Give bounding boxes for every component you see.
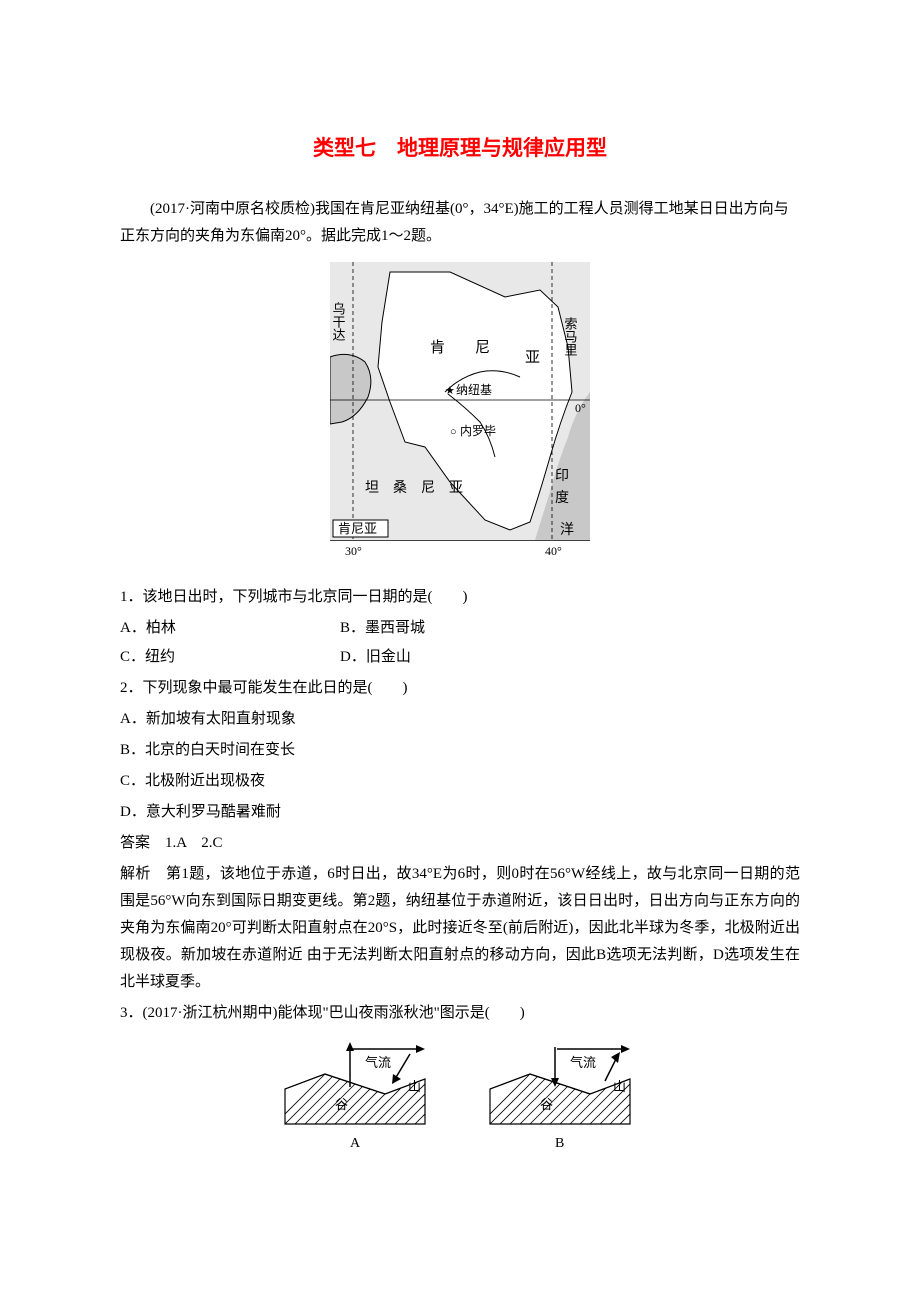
q1-row1: A．柏林 B．墨西哥城: [120, 615, 800, 642]
q1-optD: D．旧金山: [340, 644, 800, 671]
map-legend-kenya: 肯尼亚: [338, 521, 377, 536]
q2-optC: C．北极附近出现极夜: [120, 768, 800, 795]
diagram-figure: 气流 山 谷 A: [120, 1039, 800, 1164]
svg-text:亚: 亚: [525, 350, 540, 366]
q1-optC: C．纽约: [120, 644, 340, 671]
diagram-a: 气流 山 谷 A: [280, 1039, 435, 1164]
svg-text:肯: 肯: [430, 339, 445, 356]
svg-text:山: 山: [613, 1079, 626, 1094]
svg-text:谷: 谷: [540, 1097, 553, 1112]
svg-text:洋: 洋: [560, 522, 574, 538]
q1-optA: A．柏林: [120, 615, 340, 642]
answer-12: 答案 1.A 2.C: [120, 830, 800, 857]
intro-text: (2017·河南中原名校质检)我国在肯尼亚纳纽基(0°，34°E)施工的工程人员…: [120, 196, 800, 250]
map-uganda-label: 乌干达: [331, 301, 346, 342]
svg-text:B: B: [555, 1136, 564, 1151]
svg-text:气流: 气流: [365, 1055, 391, 1070]
map-nairobi-label: 内罗毕: [460, 424, 496, 438]
svg-text:印: 印: [555, 468, 569, 484]
q2-optD: D．意大利罗马酷暑难耐: [120, 799, 800, 826]
map-somalia-label: 索马里: [563, 317, 578, 356]
q1-row2: C．纽约 D．旧金山: [120, 644, 800, 671]
q2-optB: B．北京的白天时间在变长: [120, 737, 800, 764]
q2-text: 2．下列现象中最可能发生在此日的是( ): [120, 675, 800, 702]
svg-text:谷: 谷: [335, 1097, 348, 1112]
q1-text: 1．该地日出时，下列城市与北京同一日期的是( ): [120, 584, 800, 611]
page-title: 类型七 地理原理与规律应用型: [120, 130, 800, 168]
q3-text: 3．(2017·浙江杭州期中)能体现"巴山夜雨涨秋池"图示是( ): [120, 1000, 800, 1027]
svg-text:度: 度: [555, 490, 569, 506]
q1-optB: B．墨西哥城: [340, 615, 800, 642]
map-tanzania-label: 坦 桑 尼 亚: [365, 480, 463, 496]
map-figure: ★ 纳纽基 ○ 内罗毕 乌干达 索马里 肯 尼 亚 坦 桑 尼 亚 印 度 洋 …: [120, 262, 800, 572]
map-nanyuki-label: 纳纽基: [456, 383, 492, 397]
svg-text:气流: 气流: [570, 1055, 596, 1070]
svg-text:A: A: [350, 1136, 361, 1151]
kenya-map: ★ 纳纽基 ○ 内罗毕 乌干达 索马里 肯 尼 亚 坦 桑 尼 亚 印 度 洋 …: [330, 262, 590, 562]
map-lon40: 40°: [545, 544, 562, 558]
q2-optA: A．新加坡有太阳直射现象: [120, 706, 800, 733]
diagram-b: 气流 山 谷 B: [485, 1039, 640, 1164]
svg-text:○: ○: [450, 426, 457, 438]
map-lon30: 30°: [345, 544, 362, 558]
explain-12: 解析 第1题，该地位于赤道，6时日出，故34°E为6时，则0时在56°W经线上，…: [120, 861, 800, 996]
svg-text:山: 山: [408, 1079, 421, 1094]
svg-text:★: ★: [445, 385, 455, 397]
map-lat0: 0°: [575, 401, 586, 415]
svg-text:尼: 尼: [475, 339, 490, 356]
